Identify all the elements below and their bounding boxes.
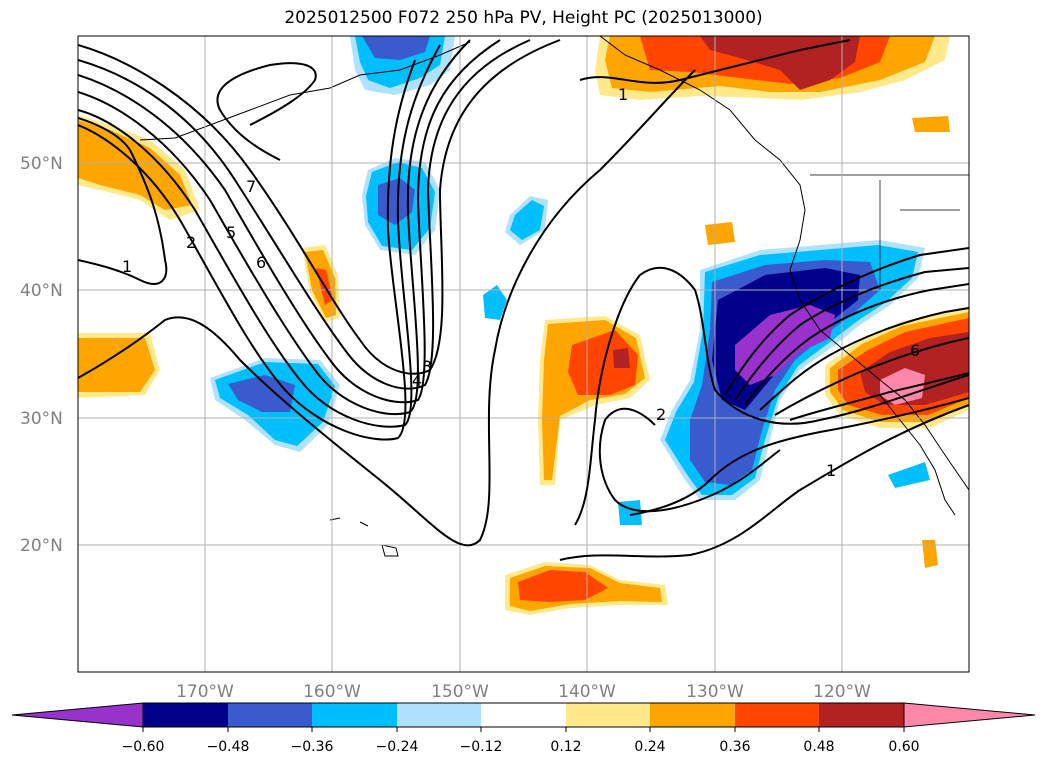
pv-negative-anomaly-small xyxy=(483,285,507,320)
contour-label: 7 xyxy=(246,177,256,196)
colorbar-bin xyxy=(566,703,650,727)
colorbar-bin xyxy=(481,703,566,727)
colorbar-bin xyxy=(228,703,312,727)
colorbar-tick-label: 0.12 xyxy=(550,739,581,755)
colorbar-bin xyxy=(397,703,481,727)
colorbar-tick-label: 0.48 xyxy=(803,739,834,755)
colorbar: −0.60 −0.48 −0.36 −0.24 −0.12 0.12 0.24 … xyxy=(11,702,1036,755)
lat-tick-label: 30°N xyxy=(20,409,63,429)
height-contour xyxy=(78,39,531,390)
height-contour xyxy=(629,397,969,516)
lat-tick-label: 20°N xyxy=(20,536,63,556)
pv-positive-anomaly-west xyxy=(78,338,155,392)
pv-negative-anomaly-north xyxy=(362,36,430,60)
colorbar-tick-label: 0.60 xyxy=(888,739,919,755)
pv-positive-anomaly-small xyxy=(705,222,735,245)
lon-tick-label: 130°W xyxy=(686,682,744,702)
contour-label: 1 xyxy=(122,257,132,276)
colorbar-tick-label: −0.12 xyxy=(460,739,503,755)
pv-negative-anomaly-subtropical xyxy=(228,375,295,412)
height-contour xyxy=(78,39,561,375)
height-contour xyxy=(78,69,696,547)
height-contour xyxy=(579,39,851,84)
height-contours xyxy=(78,39,969,561)
contour-label: 1 xyxy=(618,85,628,104)
map-frame xyxy=(77,35,970,673)
lon-labels: 170°W 160°W 150°W 140°W 130°W 120°W xyxy=(176,682,871,702)
lon-tick-label: 120°W xyxy=(813,682,871,702)
pv-positive-anomaly-tropical xyxy=(518,570,608,602)
lat-tick-label: 40°N xyxy=(20,281,63,301)
pv-positive-anomaly-southwest xyxy=(880,368,925,405)
state-borders xyxy=(810,174,969,291)
height-contour xyxy=(734,267,969,401)
colorbar-ticks xyxy=(142,727,905,732)
lon-tick-label: 170°W xyxy=(176,682,234,702)
colorbar-tick-label: −0.60 xyxy=(122,739,165,755)
height-contour xyxy=(789,372,969,421)
colorbar-tick-label: 0.24 xyxy=(634,739,665,755)
pv-negative-anomaly-small xyxy=(888,462,930,488)
lon-tick-label: 150°W xyxy=(431,682,489,702)
colorbar-max-extension xyxy=(903,702,1036,728)
height-contour xyxy=(574,266,969,526)
colorbar-bin xyxy=(650,703,735,727)
colorbar-min-extension xyxy=(11,702,144,728)
contour-labels: 1 2 5 6 7 3 4 1 2 1 6 xyxy=(122,85,920,480)
contour-label: 6 xyxy=(910,341,920,360)
contour-label: 1 xyxy=(826,461,836,480)
colorbar-tick-label: −0.48 xyxy=(207,739,250,755)
colorbar-frame xyxy=(142,702,905,728)
height-contour xyxy=(78,59,416,441)
lon-tick-label: 140°W xyxy=(558,682,616,702)
colorbar-tick-label: −0.24 xyxy=(376,739,419,755)
contour-label: 2 xyxy=(656,405,666,424)
lat-labels: 50°N 40°N 30°N 20°N xyxy=(20,154,63,556)
height-contour xyxy=(744,283,969,406)
colorbar-bin xyxy=(735,703,819,727)
colorbar-tick-label: −0.36 xyxy=(291,739,334,755)
contour-label: 5 xyxy=(226,223,236,242)
contour-label: 3 xyxy=(422,357,432,376)
pv-positive-anomaly-west xyxy=(78,120,192,210)
pv-positive-anomaly-central xyxy=(613,348,630,368)
contour-label: 2 xyxy=(186,233,196,252)
pv-positive-anomaly-small xyxy=(912,116,950,132)
colorbar-bin xyxy=(819,703,904,727)
gridlines xyxy=(78,36,969,672)
alaska-peninsula-coast xyxy=(139,41,471,141)
height-contour xyxy=(216,62,317,161)
height-contour xyxy=(78,44,441,428)
height-contour xyxy=(78,39,501,404)
pv-negative-anomaly-small xyxy=(510,200,544,240)
height-contour xyxy=(598,407,781,513)
colorbar-bin xyxy=(143,703,228,727)
lat-tick-label: 50°N xyxy=(20,154,63,174)
contour-label: 4 xyxy=(412,371,422,390)
height-contour xyxy=(78,39,471,416)
north-america-west-coast xyxy=(599,36,969,491)
height-contour xyxy=(774,337,969,416)
coastlines xyxy=(139,36,969,557)
lon-tick-label: 160°W xyxy=(303,682,361,702)
contour-label: 6 xyxy=(256,253,266,272)
height-contour xyxy=(724,247,969,396)
colorbar-tick-label: 0.36 xyxy=(719,739,750,755)
pv-positive-anomaly-northeast xyxy=(700,36,860,90)
height-contour xyxy=(78,117,168,285)
height-contour xyxy=(559,404,969,561)
pv-positive-anomaly-central xyxy=(568,330,638,395)
colorbar-bin xyxy=(312,703,397,727)
height-contour xyxy=(759,307,969,411)
pv-shading xyxy=(78,36,969,615)
map-title: 2025012500 F072 250 hPa PV, Height PC (2… xyxy=(284,8,763,28)
pv-positive-anomaly-small xyxy=(922,540,938,568)
